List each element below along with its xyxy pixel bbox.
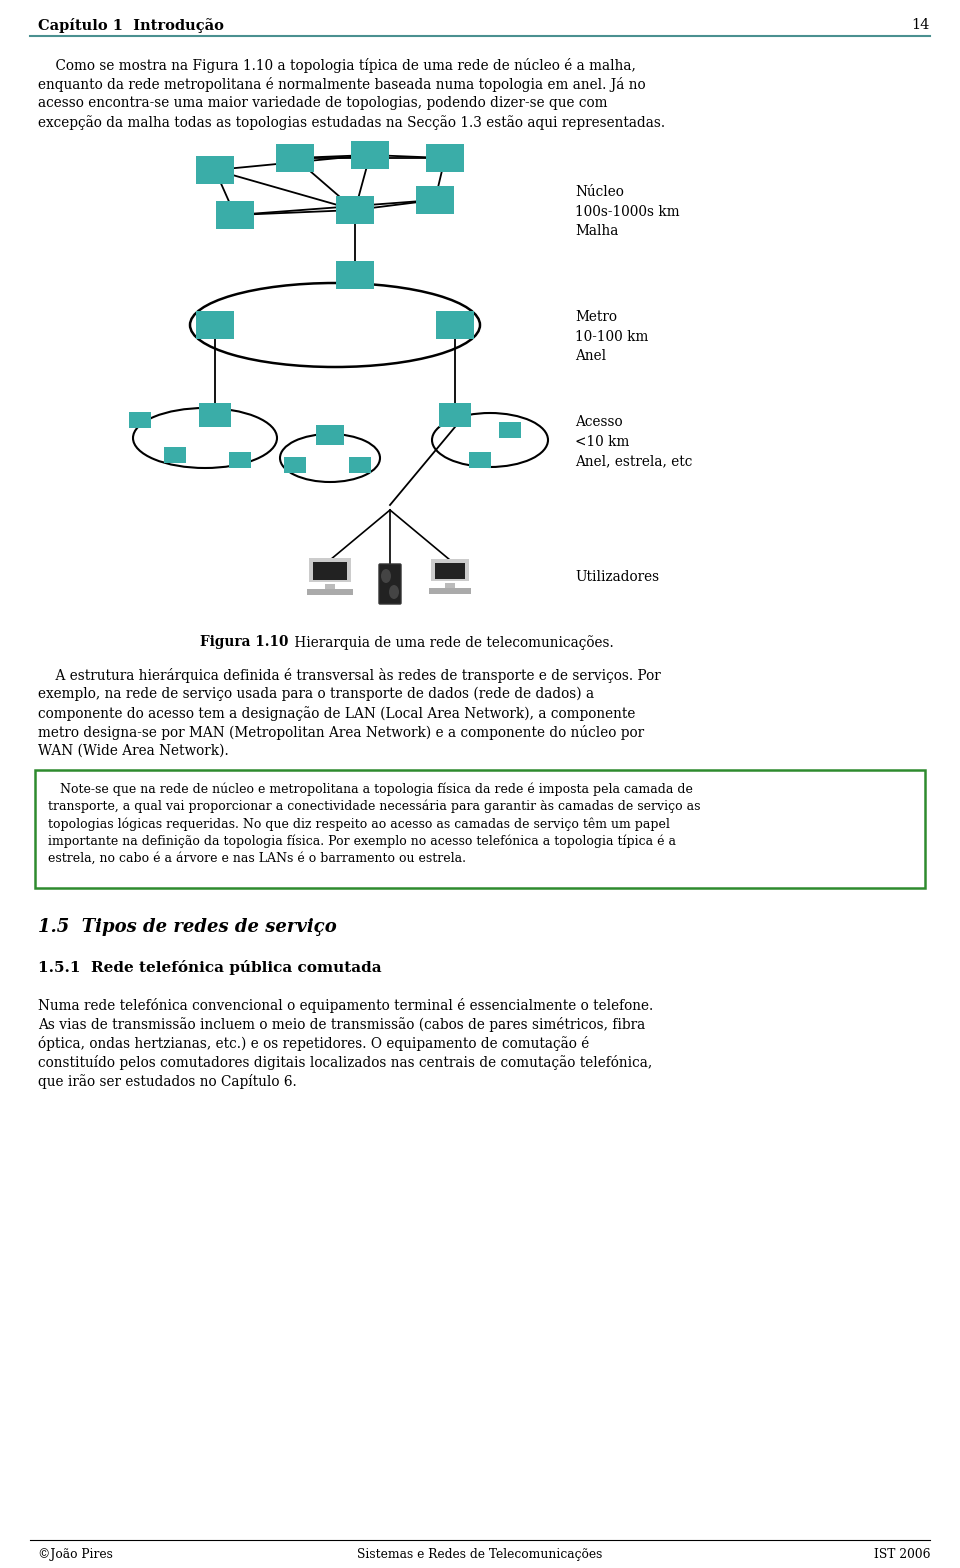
Text: transporte, a qual vai proporcionar a conectividade necessária para garantir às : transporte, a qual vai proporcionar a co… — [48, 800, 701, 812]
Text: metro designa-se por MAN (Metropolitan Area Network) e a componente do núcleo po: metro designa-se por MAN (Metropolitan A… — [38, 724, 644, 740]
Text: A estrutura hierárquica definida é transversal às redes de transporte e de servi: A estrutura hierárquica definida é trans… — [38, 668, 660, 684]
Bar — [316, 425, 344, 445]
Bar — [469, 452, 491, 467]
Bar — [309, 558, 351, 582]
Text: IST 2006: IST 2006 — [874, 1548, 930, 1562]
Text: WAN (Wide Area Network).: WAN (Wide Area Network). — [38, 743, 228, 757]
Bar — [129, 412, 151, 428]
Bar — [284, 456, 306, 474]
Text: topologias lógicas requeridas. No que diz respeito ao acesso as camadas de servi: topologias lógicas requeridas. No que di… — [48, 817, 670, 831]
Bar — [336, 196, 374, 224]
Text: Núcleo
100s-1000s km
Malha: Núcleo 100s-1000s km Malha — [575, 185, 680, 238]
Text: óptica, ondas hertzianas, etc.) e os repetidores. O equipamento de comutação é: óptica, ondas hertzianas, etc.) e os rep… — [38, 1036, 589, 1051]
Bar — [325, 583, 335, 588]
Bar — [431, 560, 469, 582]
Text: Numa rede telefónica convencional o equipamento terminal é essencialmente o tele: Numa rede telefónica convencional o equi… — [38, 997, 653, 1013]
Text: ©João Pires: ©João Pires — [38, 1548, 113, 1562]
Ellipse shape — [389, 585, 399, 599]
Bar — [307, 590, 353, 594]
Text: Capítulo 1  Introdução: Capítulo 1 Introdução — [38, 17, 224, 33]
Text: excepção da malha todas as topologias estudadas na Secção 1.3 estão aqui represe: excepção da malha todas as topologias es… — [38, 114, 665, 130]
Bar — [216, 201, 254, 229]
Bar — [196, 155, 234, 183]
Bar — [445, 582, 455, 588]
Bar — [196, 310, 234, 339]
Text: enquanto da rede metropolitana é normalmente baseada numa topologia em anel. Já : enquanto da rede metropolitana é normalm… — [38, 77, 646, 93]
Text: constituído pelos comutadores digitais localizados nas centrais de comutação tel: constituído pelos comutadores digitais l… — [38, 1055, 652, 1069]
Text: acesso encontra-se uma maior variedade de topologias, podendo dizer-se que com: acesso encontra-se uma maior variedade d… — [38, 96, 608, 110]
Bar — [439, 403, 471, 426]
Text: estrela, no cabo é a árvore e nas LANs é o barramento ou estrela.: estrela, no cabo é a árvore e nas LANs é… — [48, 851, 466, 866]
Text: Como se mostra na Figura 1.10 a topologia típica de uma rede de núcleo é a malha: Como se mostra na Figura 1.10 a topologi… — [38, 58, 636, 74]
Text: Metro
10-100 km
Anel: Metro 10-100 km Anel — [575, 310, 648, 364]
Bar — [426, 144, 464, 172]
Text: 14: 14 — [912, 17, 930, 31]
Text: 1.5.1  Rede telefónica pública comutada: 1.5.1 Rede telefónica pública comutada — [38, 960, 382, 975]
Text: Figura 1.10: Figura 1.10 — [200, 635, 288, 649]
Bar — [336, 260, 374, 289]
Text: que irão ser estudados no Capítulo 6.: que irão ser estudados no Capítulo 6. — [38, 1074, 297, 1090]
Bar — [229, 452, 251, 467]
Bar — [416, 187, 454, 213]
Text: 1.5  Tipos de redes de serviço: 1.5 Tipos de redes de serviço — [38, 917, 337, 936]
FancyBboxPatch shape — [379, 564, 401, 604]
Bar — [313, 561, 347, 580]
Text: Note-se que na rede de núcleo e metropolitana a topologia física da rede é impos: Note-se que na rede de núcleo e metropol… — [48, 782, 693, 795]
FancyBboxPatch shape — [35, 770, 925, 887]
Text: importante na definição da topologia física. Por exemplo no acesso telefónica a : importante na definição da topologia fís… — [48, 834, 676, 848]
Text: Acesso
<10 km
Anel, estrela, etc: Acesso <10 km Anel, estrela, etc — [575, 416, 692, 467]
Text: As vias de transmissão incluem o meio de transmissão (cabos de pares simétricos,: As vias de transmissão incluem o meio de… — [38, 1018, 645, 1032]
Bar — [349, 456, 371, 474]
Text: Hierarquia de uma rede de telecomunicações.: Hierarquia de uma rede de telecomunicaçõ… — [290, 635, 613, 649]
Bar — [164, 447, 186, 463]
Bar — [435, 563, 465, 579]
Bar — [276, 144, 314, 172]
Bar — [351, 141, 389, 169]
Text: Sistemas e Redes de Telecomunicações: Sistemas e Redes de Telecomunicações — [357, 1548, 603, 1562]
Bar — [499, 422, 521, 437]
Bar — [429, 588, 471, 594]
Text: exemplo, na rede de serviço usada para o transporte de dados (rede de dados) a: exemplo, na rede de serviço usada para o… — [38, 687, 594, 701]
Bar — [199, 403, 231, 426]
Text: Utilizadores: Utilizadores — [575, 571, 660, 583]
Text: componente do acesso tem a designação de LAN (Local Area Network), a componente: componente do acesso tem a designação de… — [38, 706, 636, 721]
Bar — [436, 310, 474, 339]
Ellipse shape — [381, 569, 391, 583]
